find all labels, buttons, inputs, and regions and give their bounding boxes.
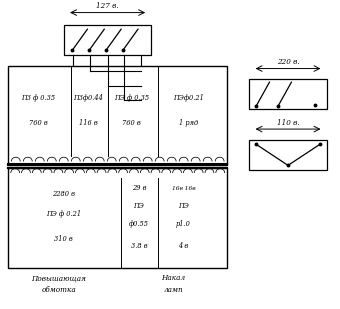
Text: ПЗ ф 0.35: ПЗ ф 0.35 [21,95,55,103]
Text: 2280 в: 2280 в [52,190,75,198]
Bar [64,25,151,55]
Text: ПЭ: ПЭ [134,202,144,210]
Bar [8,66,227,165]
Text: ПЭ ф 0.35: ПЭ ф 0.35 [114,95,149,103]
Text: р1.0: р1.0 [176,220,191,228]
Text: 110 в.: 110 в. [277,119,299,127]
Bar [8,168,227,268]
Text: 220 в.: 220 в. [277,58,299,66]
Text: 16в 16в: 16в 16в [172,186,195,191]
Bar [249,140,327,170]
Bar [249,79,327,109]
Text: 116 в: 116 в [79,120,98,127]
Text: 29 в: 29 в [132,184,146,193]
Text: 127 в.: 127 в. [96,2,119,10]
Text: 3.8 в: 3.8 в [131,242,147,250]
Text: 4 в: 4 в [178,242,189,250]
Text: 310 в: 310 в [54,235,73,243]
Text: 1 ряд: 1 ряд [179,120,198,127]
Text: обмотка: обмотка [41,286,76,294]
Text: Повышающая: Повышающая [31,274,86,282]
Text: ПЭ: ПЭ [178,202,189,210]
Text: 760 в: 760 в [29,120,48,127]
Text: ПЗф0.44: ПЗф0.44 [73,95,103,103]
Text: ламп: ламп [164,286,183,294]
Text: ПЭ ф 0.21: ПЭ ф 0.21 [46,210,81,218]
Text: ПЭф0.21: ПЭф0.21 [173,95,204,103]
Text: 760 в: 760 в [122,120,141,127]
Text: ф0.55: ф0.55 [129,220,149,228]
Text: Накал: Накал [161,274,185,282]
